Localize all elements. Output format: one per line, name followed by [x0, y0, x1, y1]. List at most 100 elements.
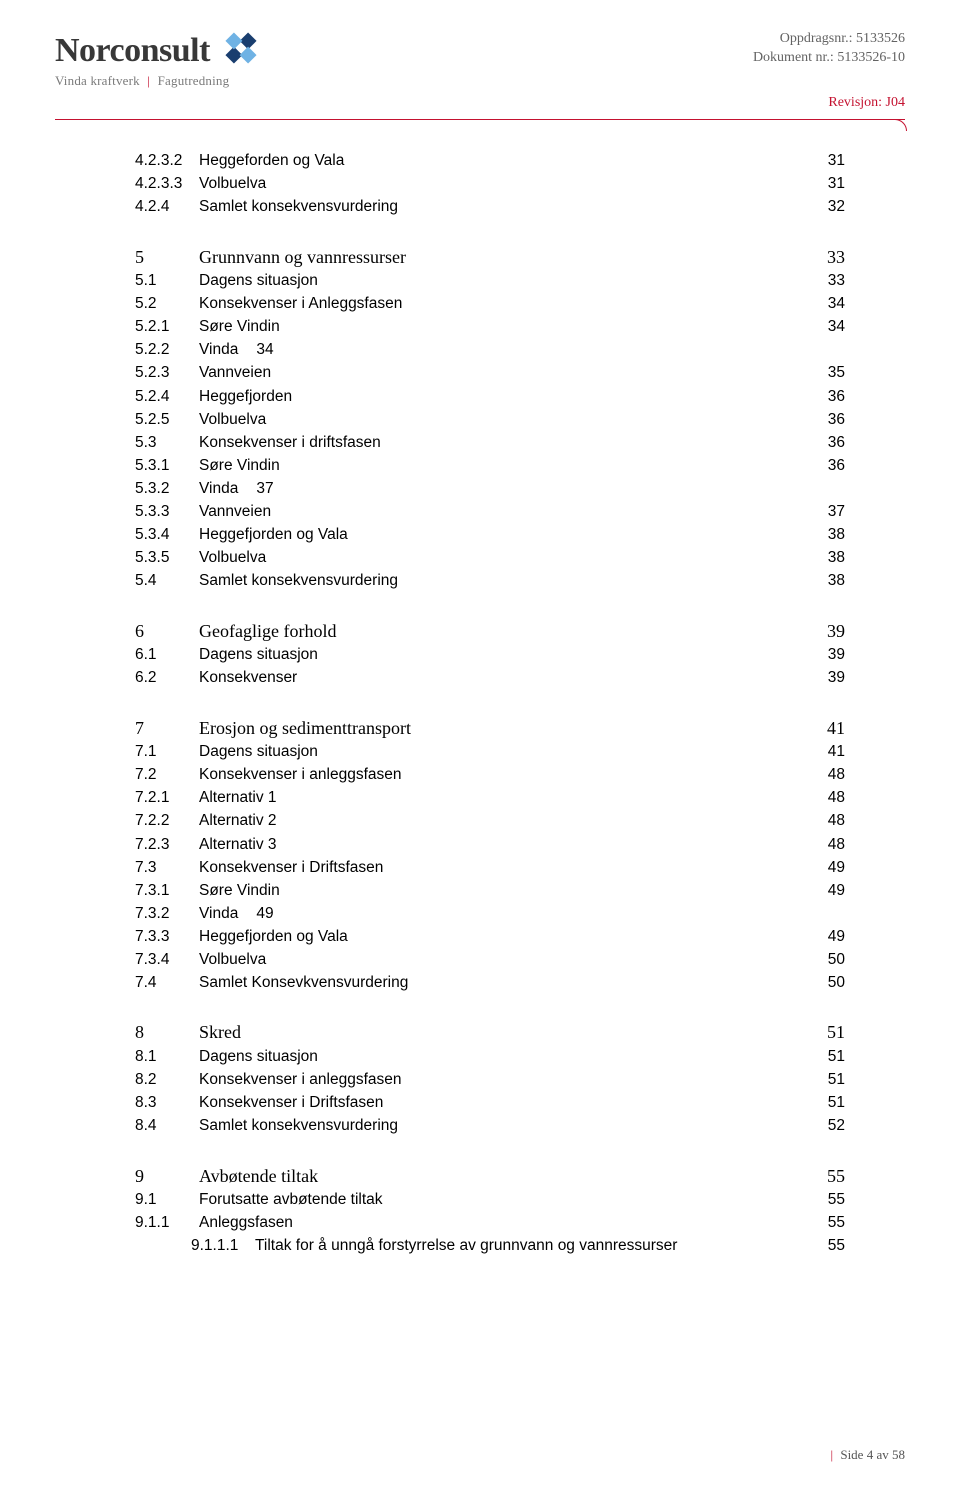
toc-label: Avbøtende tiltak [191, 1164, 805, 1188]
toc-page: 36 [805, 410, 845, 431]
toc-label: Geofaglige forhold [191, 619, 805, 643]
toc-page: 36 [805, 387, 845, 408]
toc-page: 39 [805, 645, 845, 666]
dokument-label: Dokument nr.: [753, 50, 834, 65]
header-rule [55, 113, 905, 127]
toc-chapter: 5Grunnvann og vannressurser33 [135, 245, 845, 269]
toc-row: 6.1Dagens situasjon39 [135, 645, 845, 666]
footer-bar: | [830, 1447, 833, 1462]
toc-page: 33 [805, 271, 845, 292]
toc-label: Volbuelva [191, 950, 805, 971]
section-gap [135, 1139, 845, 1161]
brand-tagline: Vinda kraftverk | Fagutredning [55, 73, 264, 89]
toc-row: 8.3Konsekvenser i Driftsfasen51 [135, 1093, 845, 1114]
toc-row: 5.3.4Heggefjorden og Vala38 [135, 525, 845, 546]
toc-page: 50 [805, 973, 845, 994]
toc-number: 5.2.5 [135, 410, 191, 431]
section-gap [135, 220, 845, 242]
tagline-right: Fagutredning [158, 73, 230, 88]
toc-page: 31 [805, 151, 845, 172]
toc-page: 34 [805, 317, 845, 338]
toc-page: 48 [805, 811, 845, 832]
toc-row: 5.3.2Vinda37 [135, 479, 845, 500]
toc-number: 5.2.1 [135, 317, 191, 338]
toc-page: 41 [805, 716, 845, 740]
section-gap [135, 595, 845, 617]
toc-page: 48 [805, 765, 845, 786]
revision-label: Revisjon: [828, 95, 882, 110]
toc-label: Dagens situasjon [191, 271, 805, 292]
section-gap [135, 691, 845, 713]
toc-number: 9 [135, 1164, 191, 1188]
toc-label: Skred [191, 1020, 805, 1044]
toc-label: Dagens situasjon [191, 645, 805, 666]
toc-page: 38 [805, 548, 845, 569]
toc-number: 7 [135, 716, 191, 740]
toc-label: Søre Vindin [191, 881, 805, 902]
brand-block: Norconsult Vinda kraftverk | Fagutre [55, 30, 264, 89]
document-page: Norconsult Vinda kraftverk | Fagutre [0, 0, 960, 1491]
toc-chapter: 6Geofaglige forhold39 [135, 619, 845, 643]
toc-label: Konsekvenser i Anleggsfasen [191, 294, 805, 315]
toc-number: 4.2.3.2 [135, 151, 191, 172]
toc-page: 48 [805, 788, 845, 809]
toc-label: Konsekvenser i Driftsfasen [191, 858, 805, 879]
tagline-separator: | [147, 73, 150, 88]
toc-number: 5.4 [135, 571, 191, 592]
toc-number: 5.3.2 [135, 479, 191, 500]
toc-chapter: 7Erosjon og sedimenttransport41 [135, 716, 845, 740]
toc-page: 33 [805, 245, 845, 269]
toc-row: 5.2.1Søre Vindin34 [135, 317, 845, 338]
toc-number: 4.2.4 [135, 197, 191, 218]
toc-label: Samlet konsekvensvurdering [191, 571, 805, 592]
toc-row: 5.2.2Vinda34 [135, 340, 845, 361]
toc-row: 7.4Samlet Konsevkvensvurdering50 [135, 973, 845, 994]
toc-chapter: 8Skred51 [135, 1020, 845, 1044]
toc-row: 7.2Konsekvenser i anleggsfasen48 [135, 765, 845, 786]
toc-number: 7.3.3 [135, 927, 191, 948]
toc-label: Alternativ 2 [191, 811, 805, 832]
toc-number: 8.3 [135, 1093, 191, 1114]
toc-number: 5.3.5 [135, 548, 191, 569]
toc-page: 31 [805, 174, 845, 195]
toc-number: 7.3.1 [135, 881, 191, 902]
toc-number: 5.2.4 [135, 387, 191, 408]
toc-row: 9.1Forutsatte avbøtende tiltak55 [135, 1190, 845, 1211]
toc-label: Samlet Konsevkvensvurdering [191, 973, 805, 994]
toc-label: Samlet konsekvensvurdering [191, 1116, 805, 1137]
oppdrag-label: Oppdragsnr.: [780, 31, 853, 46]
toc-label: Volbuelva [191, 174, 805, 195]
toc-label: Anleggsfasen [191, 1213, 805, 1234]
toc-label: Volbuelva [191, 410, 805, 431]
toc-page: 51 [805, 1047, 845, 1068]
toc-number: 7.2.3 [135, 835, 191, 856]
revision-value: J04 [886, 95, 905, 110]
toc-label: Konsekvenser i anleggsfasen [191, 765, 805, 786]
toc-row: 4.2.4Samlet konsekvensvurdering32 [135, 197, 845, 218]
toc-number: 5.2.2 [135, 340, 191, 361]
toc-page: 37 [805, 502, 845, 523]
toc-page: 41 [805, 742, 845, 763]
toc-label: Erosjon og sedimenttransport [191, 716, 805, 740]
toc-number: 6.1 [135, 645, 191, 666]
toc-page: 39 [805, 668, 845, 689]
toc-label: Dagens situasjon [191, 1047, 805, 1068]
toc-page: 49 [805, 881, 845, 902]
toc-label: Alternativ 3 [191, 835, 805, 856]
toc-number: 5 [135, 245, 191, 269]
page-header: Norconsult Vinda kraftverk | Fagutre [55, 30, 905, 89]
toc-page: 37 [256, 479, 273, 500]
toc-page: 51 [805, 1020, 845, 1044]
toc-label: Heggeforden og Vala [191, 151, 805, 172]
toc-page: 38 [805, 571, 845, 592]
brand-name: Norconsult [55, 32, 210, 70]
toc-row: 5.2Konsekvenser i Anleggsfasen34 [135, 294, 845, 315]
toc-page: 35 [805, 363, 845, 384]
toc-number: 5.2 [135, 294, 191, 315]
section-gap [135, 996, 845, 1018]
toc-label: Dagens situasjon [191, 742, 805, 763]
toc-row: 6.2Konsekvenser39 [135, 668, 845, 689]
toc-row: 8.2Konsekvenser i anleggsfasen51 [135, 1070, 845, 1091]
toc-label: Volbuelva [191, 548, 805, 569]
toc-number: 8.4 [135, 1116, 191, 1137]
